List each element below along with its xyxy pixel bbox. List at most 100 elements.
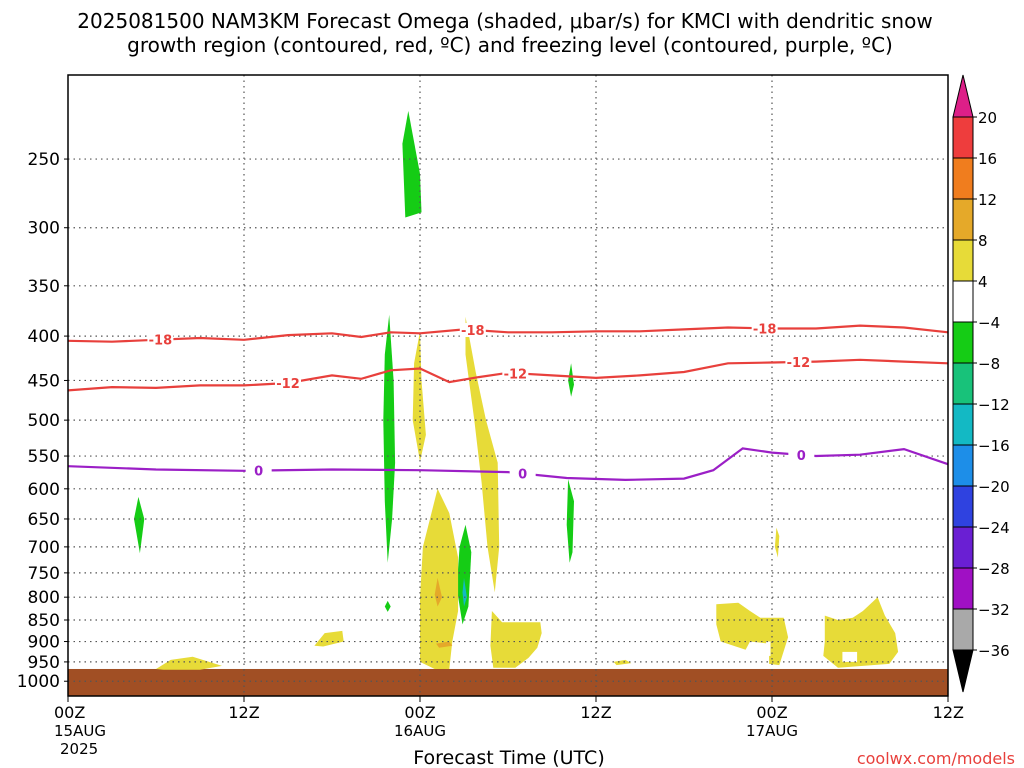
contour-label-bg bbox=[785, 354, 812, 369]
y-tick-label: 450 bbox=[28, 371, 60, 391]
colorbar-bottom-arrow bbox=[952, 649, 974, 693]
chart-title-line1: 2025081500 NAM3KM Forecast Omega (shaded… bbox=[77, 9, 932, 33]
y-tick-label: 300 bbox=[28, 219, 60, 239]
chart-title-line2: growth region (contoured, red, ºC) and f… bbox=[127, 33, 893, 57]
x-tick-label: 00Z bbox=[404, 703, 435, 722]
omega-region-5 bbox=[568, 363, 574, 397]
omega-region-17 bbox=[434, 577, 442, 607]
colorbar-label: −12 bbox=[978, 396, 1010, 414]
colorbar-label: 12 bbox=[978, 191, 997, 209]
contour-label-bg bbox=[147, 332, 174, 347]
x-tick-label: 12Z bbox=[933, 703, 964, 722]
contour-label--12: -12 bbox=[787, 356, 811, 371]
omega-region-2 bbox=[383, 314, 396, 563]
omega-gap-0 bbox=[842, 651, 858, 662]
contour-label-bg bbox=[788, 447, 815, 462]
colorbar-label: 16 bbox=[978, 150, 997, 168]
contour-label--12: -12 bbox=[504, 367, 528, 382]
colorbar-top-arrow bbox=[952, 74, 974, 118]
colorbar-cell-6 bbox=[952, 362, 974, 405]
y-tick-label: 900 bbox=[28, 633, 60, 653]
omega-region-8 bbox=[314, 630, 344, 647]
colorbar-label: −20 bbox=[978, 478, 1010, 496]
omega-region-7 bbox=[156, 656, 222, 670]
colorbar-label: −28 bbox=[978, 560, 1010, 578]
colorbar-label: 20 bbox=[978, 109, 997, 127]
colorbar-cell-12 bbox=[952, 608, 974, 651]
omega-region-14 bbox=[716, 602, 789, 666]
y-tick-label: 750 bbox=[28, 564, 60, 584]
contour-label-0: 0 bbox=[254, 465, 263, 480]
contour-line--18 bbox=[67, 324, 949, 343]
x-tick-label: 12Z bbox=[580, 703, 611, 722]
omega-region-3 bbox=[384, 600, 391, 612]
contour-label--12: -12 bbox=[276, 377, 300, 392]
colorbar-label: −8 bbox=[978, 355, 1000, 373]
x-tick-date: 15AUG bbox=[54, 722, 106, 740]
colorbar-label: −4 bbox=[978, 314, 1000, 332]
x-tick-label: 12Z bbox=[228, 703, 259, 722]
y-tick-label: 600 bbox=[28, 480, 60, 500]
omega-region-11 bbox=[420, 488, 459, 669]
y-tick-label: 500 bbox=[28, 411, 60, 431]
omega-region-12 bbox=[490, 611, 542, 668]
colorbar-cell-9 bbox=[952, 485, 974, 528]
y-tick-label: 400 bbox=[28, 327, 60, 347]
x-tick-date: 16AUG bbox=[394, 722, 446, 740]
y-tick-label: 950 bbox=[28, 653, 60, 673]
contour-label-bg bbox=[751, 321, 778, 336]
omega-region-13 bbox=[613, 659, 632, 666]
x-tick-label: 00Z bbox=[756, 703, 787, 722]
omega-region-18 bbox=[436, 641, 453, 648]
colorbar-cell-3 bbox=[952, 239, 974, 282]
colorbar-cell-8 bbox=[952, 444, 974, 487]
contour-label--18: -18 bbox=[461, 324, 485, 339]
colorbar: 20 16 12 8 4 −4 −8 −12 −16 −20 −24 −28 −32 −36 bbox=[952, 74, 1010, 693]
omega-region-9 bbox=[412, 331, 426, 462]
y-tick-label: 550 bbox=[28, 447, 60, 467]
ground-fill bbox=[68, 668, 948, 696]
colorbar-cell-4 bbox=[952, 280, 974, 323]
x-tick-label: 00Z bbox=[54, 703, 85, 722]
omega-gap-1 bbox=[766, 641, 771, 656]
colorbar-cell-1 bbox=[952, 157, 974, 200]
y-tick-label: 650 bbox=[28, 510, 60, 530]
contour-label-bg bbox=[509, 466, 536, 481]
colorbar-label: −36 bbox=[978, 642, 1010, 660]
colorbar-cell-7 bbox=[952, 403, 974, 446]
omega-region-10 bbox=[465, 316, 500, 593]
colorbar-cell-11 bbox=[952, 567, 974, 610]
contour-label-bg bbox=[459, 323, 486, 338]
x-axis-label: Forecast Time (UTC) bbox=[413, 747, 604, 768]
colorbar-cell-0 bbox=[952, 116, 974, 159]
contour-label-0: 0 bbox=[518, 468, 527, 483]
omega-region-15 bbox=[774, 527, 780, 558]
plot-area: -18 -18 -18 -12 -12 -12 0 0 0 bbox=[67, 74, 949, 697]
y-tick-label: 1000 bbox=[17, 672, 60, 692]
omega-region-1 bbox=[402, 110, 422, 218]
x-tick-date: 17AUG bbox=[746, 722, 798, 740]
y-tick-label: 700 bbox=[28, 538, 60, 558]
contour-line-0 bbox=[67, 447, 949, 482]
contour-label-bg bbox=[245, 463, 272, 478]
watermark: coolwx.com/models bbox=[857, 749, 1015, 768]
colorbar-label: −16 bbox=[978, 437, 1010, 455]
contour-label-bg bbox=[275, 375, 301, 390]
omega-region-0 bbox=[134, 496, 145, 554]
x-tick-year: 2025 bbox=[60, 740, 98, 758]
plot-frame bbox=[67, 74, 949, 697]
colorbar-label: 4 bbox=[978, 273, 988, 291]
contour-label--18: -18 bbox=[753, 322, 777, 337]
colorbar-label: −24 bbox=[978, 519, 1010, 537]
contour-label-bg bbox=[502, 366, 529, 381]
y-tick-label: 350 bbox=[28, 277, 60, 297]
omega-region-19 bbox=[462, 577, 467, 607]
y-axis: 2503003504004505005506006507007508008509… bbox=[17, 150, 68, 692]
y-tick-label: 800 bbox=[28, 588, 60, 608]
colorbar-label: −32 bbox=[978, 601, 1010, 619]
omega-region-6 bbox=[566, 479, 574, 563]
omega-region-16 bbox=[823, 597, 899, 668]
y-tick-label: 250 bbox=[28, 150, 60, 170]
